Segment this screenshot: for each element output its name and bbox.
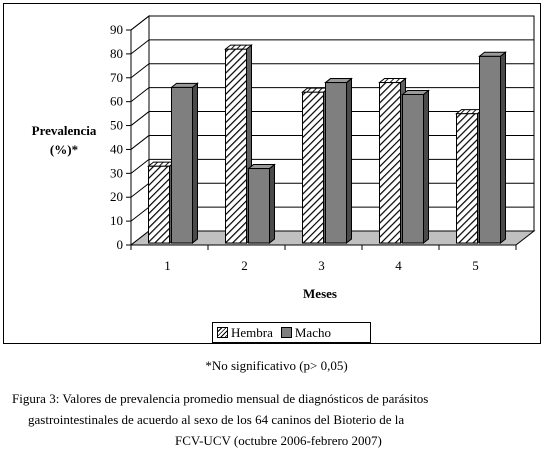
gridline-side — [130, 87, 150, 103]
bar-front — [456, 113, 478, 244]
x-tick-label: 3 — [318, 258, 325, 273]
legend-item-hembra: Hembra — [217, 325, 273, 341]
caption-line-2: gastrointestinales de acuerdo al sexo de… — [28, 412, 405, 427]
bar — [401, 89, 430, 245]
bar-side — [269, 163, 275, 245]
gridline-side — [130, 158, 150, 174]
y-axis-title-line1: Prevalencia — [32, 123, 97, 138]
side-wall — [130, 14, 150, 247]
bar — [147, 161, 176, 245]
significance-note: *No significativo (p> 0,05) — [205, 358, 348, 373]
figure-caption: Figura 3: Valores de prevalencia promedi… — [12, 388, 542, 451]
caption-line-3: FCV-UCV (octubre 2006-febrero 2007) — [175, 433, 382, 448]
bar-side — [192, 82, 198, 245]
legend-swatch-macho — [280, 327, 292, 338]
bar-front — [248, 168, 270, 244]
legend-label-macho: Macho — [294, 324, 331, 340]
gridline-side — [130, 135, 150, 150]
bar-side — [423, 89, 429, 245]
x-tick-label: 1 — [164, 258, 171, 273]
x-tick-label: 4 — [395, 258, 402, 273]
gridline-side — [130, 111, 150, 126]
bar-chart: 0 10 20 30 40 50 60 70 80 90 1 2 3 4 5 Prevalencia (%… — [32, 14, 536, 301]
bar-top — [224, 44, 253, 50]
bar-top — [170, 82, 199, 88]
bar-top — [478, 51, 507, 57]
bar-front — [325, 82, 347, 244]
x-tick-label: 2 — [241, 258, 248, 273]
legend-label-hembra: Hembra — [231, 324, 273, 340]
gridline-side — [130, 63, 150, 79]
bar-front — [402, 94, 424, 244]
y-tick-label: 90 — [110, 22, 123, 37]
y-tick-labels: 0 10 20 30 40 50 60 70 80 90 — [110, 22, 123, 252]
y-tick-label: 60 — [110, 94, 123, 109]
y-axis-title-line2: (%)* — [50, 142, 78, 157]
legend: Hembra Macho — [212, 322, 371, 343]
bar-top — [378, 78, 407, 84]
legend-swatch-hembra — [217, 327, 228, 338]
bar-side — [346, 77, 352, 245]
y-tick-label: 70 — [110, 70, 123, 85]
y-tick-label: 30 — [110, 165, 123, 180]
bar — [247, 163, 276, 245]
gridline-side — [130, 206, 150, 222]
gridline-side — [130, 182, 150, 198]
bar — [455, 108, 484, 245]
x-axis-title: Meses — [303, 286, 337, 301]
bar — [301, 87, 330, 245]
x-tick-label: 5 — [472, 258, 479, 273]
bars — [147, 44, 507, 245]
bar-top — [147, 161, 176, 167]
bar-side — [500, 51, 506, 245]
bar-front — [302, 91, 324, 244]
y-tick-label: 10 — [110, 213, 123, 228]
y-tick-label: 0 — [117, 237, 124, 252]
bar-top — [401, 90, 430, 95]
bar-front — [379, 82, 401, 244]
gridline-side — [130, 39, 150, 55]
bar-front — [148, 165, 170, 244]
x-tick-labels: 1 2 3 4 5 — [164, 258, 479, 273]
legend-item-macho: Macho — [280, 324, 331, 341]
bar — [478, 51, 507, 245]
bar-top — [455, 109, 484, 115]
y-tick-label: 80 — [110, 46, 123, 61]
bar — [170, 82, 199, 245]
gridline-side — [130, 15, 150, 31]
bar-top — [301, 87, 330, 93]
chart-frame: 0 10 20 30 40 50 60 70 80 90 1 2 3 4 5 Prevalencia (%… — [3, 3, 541, 344]
y-tick-label: 20 — [110, 189, 123, 204]
caption-line-1: Figura 3: Valores de prevalencia promedi… — [12, 391, 429, 406]
bar — [378, 77, 407, 245]
bar-front — [479, 55, 501, 244]
bar-top — [324, 78, 353, 84]
axes — [126, 29, 517, 250]
bar-front — [171, 86, 193, 244]
bar-front — [225, 48, 247, 244]
bar — [224, 44, 253, 245]
bar — [324, 77, 353, 245]
y-tick-label: 50 — [110, 118, 123, 133]
y-tick-label: 40 — [110, 141, 123, 156]
bar-top — [247, 164, 276, 170]
